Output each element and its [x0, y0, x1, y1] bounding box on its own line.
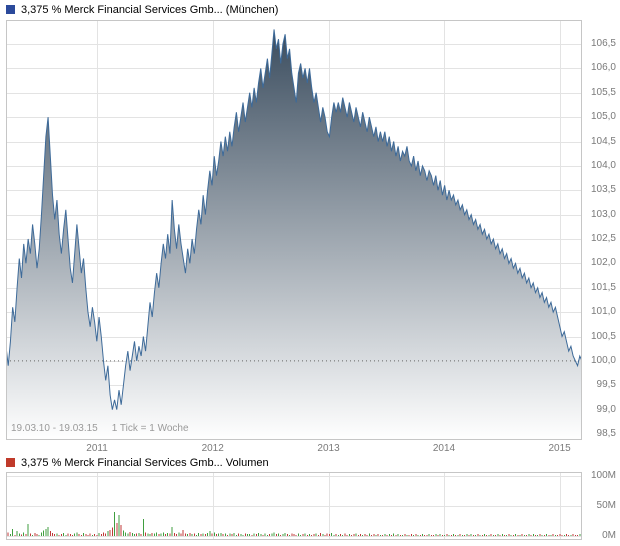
- price-y-tick-label: 106,5: [590, 38, 616, 49]
- volume-bars: [6, 503, 582, 536]
- volume-plot-border: [6, 472, 582, 540]
- price-x-tick-label: 2014: [432, 443, 456, 454]
- price-legend: 3,375 % Merck Financial Services Gmb... …: [6, 3, 278, 16]
- volume-y-tick-label: 0M: [602, 530, 616, 541]
- price-legend-marker: [6, 5, 15, 14]
- date-range-text: 19.03.10 - 19.03.15: [11, 423, 98, 434]
- price-y-tick-label: 105,0: [590, 111, 616, 123]
- price-chart: [6, 20, 582, 440]
- volume-legend-label: 3,375 % Merck Financial Services Gmb... …: [21, 456, 269, 469]
- price-x-tick-label: 2012: [201, 443, 224, 454]
- volume-gridlines: [6, 472, 582, 540]
- volume-y-tick-label: 100M: [590, 470, 616, 481]
- tick-interval-text: 1 Tick = 1 Woche: [111, 423, 189, 434]
- price-y-tick-label: 102,0: [590, 257, 616, 269]
- price-y-tick-label: 100,0: [590, 354, 616, 366]
- volume-legend-marker: [6, 458, 15, 467]
- price-y-tick-label: 104,0: [590, 159, 616, 171]
- price-y-tick-label: 101,5: [590, 281, 616, 293]
- volume-chart: [6, 472, 582, 540]
- price-y-tick-label: 102,5: [590, 233, 616, 244]
- price-y-tick-label: 98,5: [596, 428, 616, 439]
- volume-y-tick-label: 50M: [596, 500, 616, 511]
- price-y-tick-label: 105,5: [590, 86, 616, 98]
- price-x-tick-label: 2013: [317, 443, 340, 454]
- price-x-tick-label: 2011: [86, 443, 108, 454]
- chart-range-label: 19.03.10 - 19.03.15 1 Tick = 1 Woche: [11, 423, 189, 434]
- price-y-tick-label: 106,0: [590, 62, 616, 74]
- price-area: [6, 29, 582, 440]
- price-plot-border: [6, 20, 582, 440]
- price-y-tick-label: 99,0: [596, 403, 616, 415]
- volume-legend: 3,375 % Merck Financial Services Gmb... …: [6, 456, 269, 469]
- price-x-tick-label: 2015: [548, 443, 571, 454]
- price-legend-label: 3,375 % Merck Financial Services Gmb... …: [21, 3, 279, 16]
- price-y-tick-label: 103,5: [590, 184, 616, 196]
- price-y-tick-label: 103,0: [590, 208, 616, 220]
- price-y-tick-label: 101,0: [590, 306, 616, 318]
- price-line: [6, 29, 582, 410]
- price-y-tick-label: 104,5: [590, 135, 616, 147]
- price-y-tick-label: 100,5: [590, 330, 616, 342]
- price-y-tick-label: 99,5: [596, 379, 616, 391]
